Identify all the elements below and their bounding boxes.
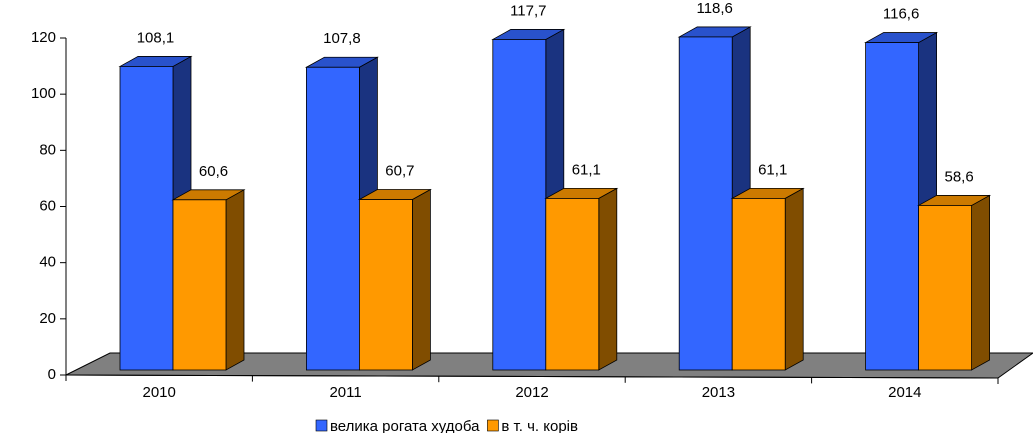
bar [917, 194, 992, 371]
value-label: 117,7 [510, 2, 546, 19]
bar-front [358, 199, 413, 371]
bar [730, 187, 805, 371]
x-tick-label: 2013 [702, 384, 735, 401]
bar-front [492, 39, 547, 371]
legend-label: в т. ч. корів [501, 418, 578, 433]
bar-front [918, 205, 972, 371]
bar-side [598, 187, 618, 371]
bar [171, 189, 246, 371]
x-axis [65, 374, 999, 379]
value-label: 58,6 [944, 168, 973, 185]
bar-side [225, 189, 245, 371]
bar-side [971, 194, 990, 371]
y-tick-label: 120 [31, 29, 56, 46]
bar [357, 188, 432, 371]
legend: велика рогата худоба в т. ч. корів [315, 418, 578, 433]
bar-side [411, 188, 431, 371]
y-tick-label: 0 [48, 366, 56, 383]
bar-front [865, 42, 919, 371]
x-tick-label: 2010 [143, 384, 176, 401]
value-label: 60,7 [385, 163, 414, 180]
legend-swatch [487, 419, 499, 432]
bar-front [545, 198, 600, 371]
bar [304, 56, 379, 371]
value-label: 108,1 [137, 29, 175, 46]
value-label: 61,1 [758, 161, 787, 178]
value-label: 118,6 [696, 0, 732, 17]
x-tick-label: 2014 [888, 384, 921, 401]
x-tick-label: 2012 [515, 384, 548, 401]
bar [544, 187, 619, 371]
bar-side [784, 187, 804, 371]
x-tick-label: 2011 [329, 384, 361, 401]
y-tick-label: 40 [39, 254, 56, 271]
bar-front [172, 199, 227, 371]
value-label: 61,1 [572, 161, 601, 178]
bar-front [119, 66, 174, 371]
value-label: 60,6 [199, 163, 228, 180]
y-tick-label: 20 [39, 310, 56, 327]
value-label: 107,8 [323, 30, 361, 47]
bar-front [305, 66, 360, 371]
value-label: 116,6 [883, 6, 919, 23]
y-tick-label: 80 [39, 141, 56, 158]
y-tick-label: 100 [31, 85, 56, 102]
y-tick-label: 60 [39, 197, 56, 214]
legend-label: велика рогата худоба [330, 418, 480, 433]
legend-swatch [315, 419, 328, 432]
bar-front [731, 198, 786, 371]
bar-front [678, 36, 733, 371]
